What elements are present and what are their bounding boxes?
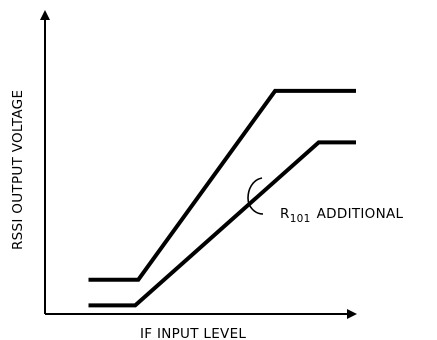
annotation-label: R101 ADDITIONAL: [280, 206, 404, 225]
annotation-loop-icon: [247, 177, 264, 215]
y-axis-label: RSSI OUTPUT VOLTAGE: [10, 90, 26, 250]
series-line-2: [88, 140, 356, 308]
annotation-subscript: 101: [290, 213, 311, 225]
annotation-prefix: R: [280, 206, 290, 222]
annotation-suffix: ADDITIONAL: [317, 206, 404, 222]
series-line-1: [88, 88, 356, 282]
x-axis-label: IF INPUT LEVEL: [140, 326, 246, 340]
series-layer: [88, 88, 356, 308]
